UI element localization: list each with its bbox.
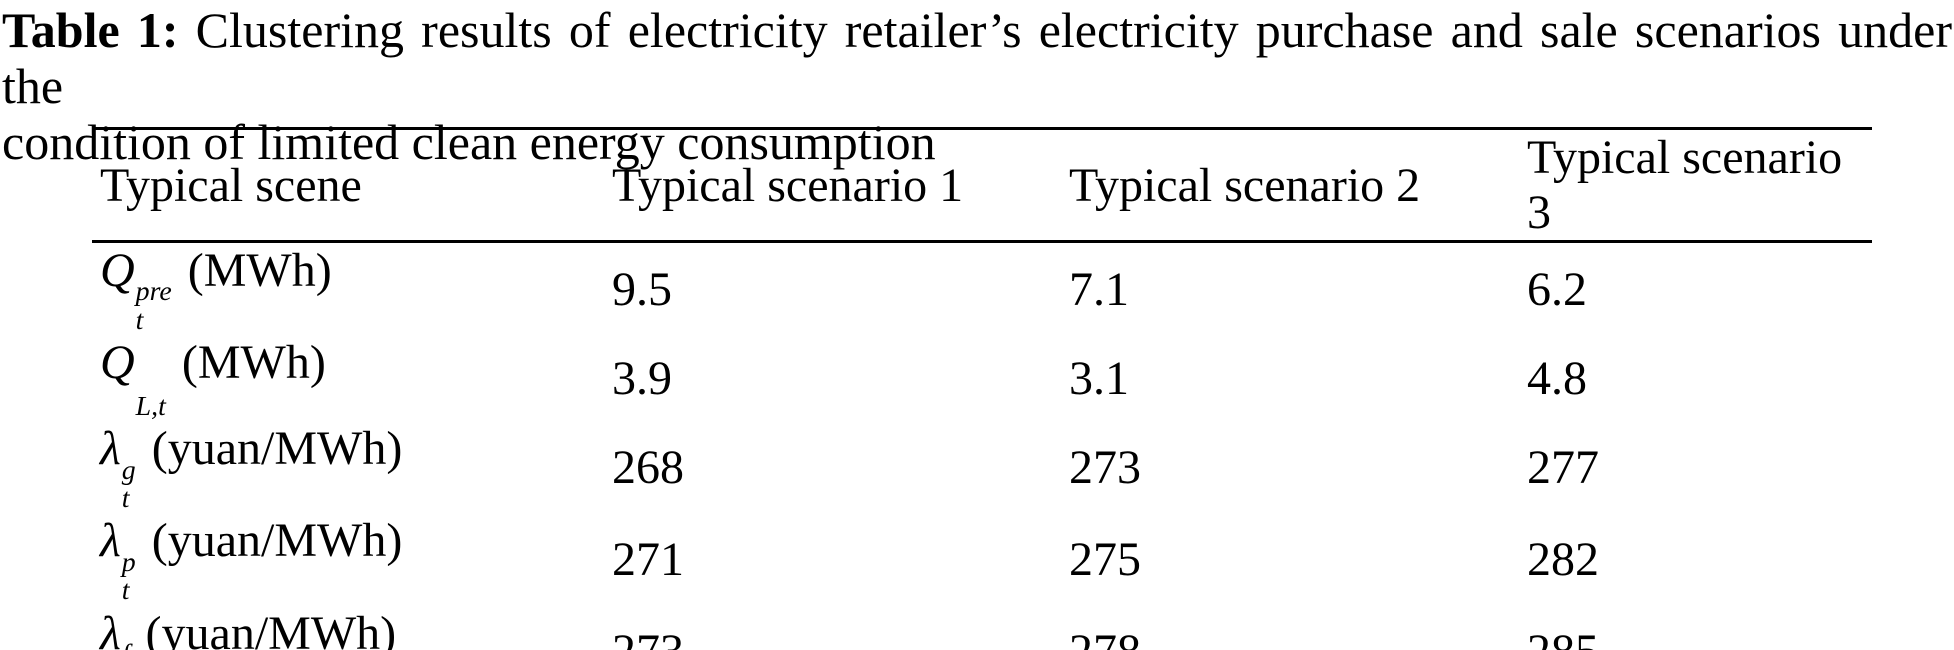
caption-label: Table 1: bbox=[2, 2, 179, 58]
unit-label: (yuan/MWh) bbox=[133, 606, 397, 650]
math-symbol: λ bbox=[100, 422, 121, 476]
cell-value: 282 bbox=[1527, 532, 1599, 586]
table-row: λft (yuan/MWh)273278285 bbox=[92, 606, 1872, 650]
row-label: Q L,t (MWh) bbox=[92, 335, 604, 421]
table-row: Q L,t (MWh) 3.9 3.1 4.8 bbox=[92, 335, 1872, 421]
math-superscript: f bbox=[122, 640, 130, 650]
unit-label: (MWh) bbox=[175, 244, 332, 297]
cell-value: 7.1 bbox=[1069, 262, 1129, 316]
col-header-scenario-1: Typical scenario 1 bbox=[604, 128, 1061, 243]
caption-line1-text: Clustering results of electricity retail… bbox=[2, 2, 1952, 114]
cell-value: 9.5 bbox=[612, 262, 672, 316]
math-symbol: Q bbox=[100, 336, 135, 390]
math-superscript: g bbox=[121, 454, 136, 486]
cell-value: 278 bbox=[1061, 606, 1519, 650]
results-table: Typical scene Typical scenario 1 Typical… bbox=[92, 127, 1872, 650]
math-subscript: t bbox=[121, 482, 130, 514]
cell-value: 3.1 bbox=[1069, 351, 1129, 405]
caption-line-1: Table 1: Clustering results of electrici… bbox=[2, 2, 1952, 114]
math-subscript: L,t bbox=[135, 390, 166, 422]
math-symbol: λ bbox=[100, 606, 121, 650]
cell-value: 285 bbox=[1519, 606, 1872, 650]
row-label: λft (yuan/MWh) bbox=[92, 606, 604, 650]
cell-value: 3.9 bbox=[612, 351, 672, 405]
math-symbol: λ bbox=[100, 514, 121, 568]
math-subscript: t bbox=[121, 575, 130, 607]
math-sup-sub: L,t bbox=[136, 364, 166, 421]
cell-value: 271 bbox=[612, 532, 684, 586]
math-symbol: Q bbox=[100, 244, 135, 297]
unit-label: (MWh) bbox=[169, 336, 326, 390]
math-superscript: p bbox=[121, 546, 136, 578]
cell-value: 273 bbox=[604, 606, 1061, 650]
cell-value: 4.8 bbox=[1527, 351, 1587, 405]
math-sup-sub: pre t bbox=[136, 278, 172, 335]
header-row: Typical scene Typical scenario 1 Typical… bbox=[92, 128, 1872, 243]
cell-value: 6.2 bbox=[1527, 262, 1587, 316]
cell-value: 275 bbox=[1069, 532, 1141, 586]
col-header-scenario-3: Typical scenario 3 bbox=[1519, 128, 1872, 243]
unit-label: (yuan/MWh) bbox=[139, 514, 403, 568]
math-subscript: t bbox=[135, 304, 144, 336]
cell-value: 268 bbox=[612, 440, 684, 494]
unit-label: (yuan/MWh) bbox=[139, 422, 403, 476]
cell-value: 273 bbox=[1069, 440, 1141, 494]
math-superscript: pre bbox=[135, 276, 172, 308]
math-sup-sub: ft bbox=[122, 640, 130, 650]
col-header-typical-scene: Typical scene bbox=[92, 128, 604, 243]
col-header-scenario-2: Typical scenario 2 bbox=[1061, 128, 1519, 243]
cell-value: 277 bbox=[1527, 440, 1599, 494]
